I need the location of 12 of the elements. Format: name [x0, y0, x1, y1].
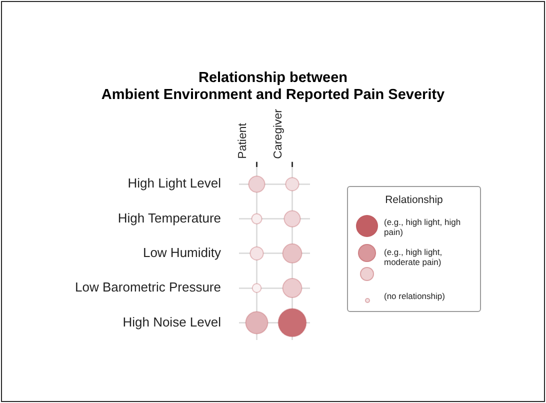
text: (no relationship)	[384, 291, 446, 301]
legend-title: Relationship	[384, 194, 444, 206]
category-label: High Temperature	[118, 210, 221, 226]
category-label: Low Humidity	[142, 245, 221, 260]
x-tick-label: Patient	[237, 122, 250, 159]
text: (e.g., high light, moderate pain)	[384, 247, 444, 267]
category-label: Low Barometric Pressure	[75, 280, 221, 295]
category-label: High Light Level	[128, 176, 221, 191]
chart-title: Relationship between Ambient Environment and Reported Pain Severity	[100, 70, 446, 104]
x-tick-label: Caregiver	[272, 108, 285, 159]
text: (e.g., high light, high pain)	[384, 217, 462, 237]
category-label: High Noise Level	[122, 314, 221, 330]
